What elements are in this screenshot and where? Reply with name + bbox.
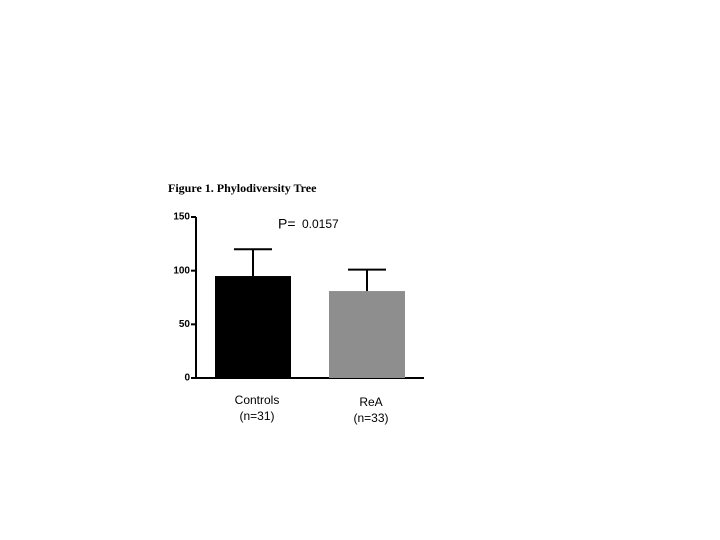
annotation-label: P= bbox=[278, 216, 296, 232]
chart-title: Figure 1. Phylodiversity Tree bbox=[168, 181, 317, 195]
x-tick-label: ReA bbox=[359, 395, 382, 409]
x-tick-label: (n=31) bbox=[239, 409, 274, 423]
y-tick-label: 0 bbox=[184, 373, 190, 384]
bar bbox=[215, 276, 291, 378]
bar bbox=[329, 291, 405, 378]
x-tick-label: (n=33) bbox=[353, 411, 388, 425]
y-tick-label: 150 bbox=[173, 212, 190, 223]
x-tick-label: Controls bbox=[235, 393, 280, 407]
y-tick-label: 50 bbox=[179, 319, 191, 330]
annotation-value: 0.0157 bbox=[302, 217, 339, 231]
y-tick-label: 100 bbox=[173, 265, 190, 276]
